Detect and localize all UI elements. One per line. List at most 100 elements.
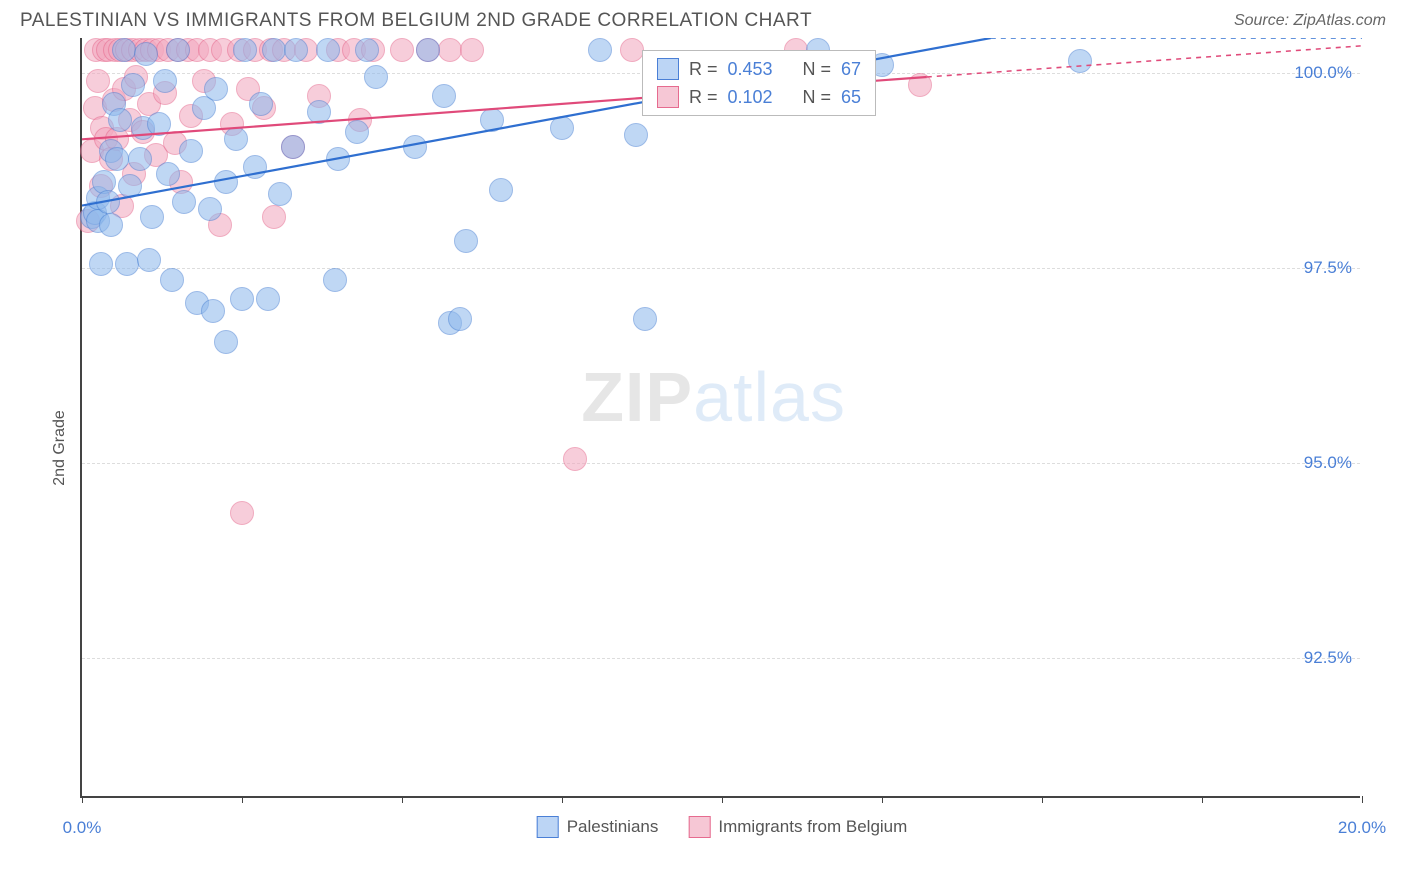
stat-n-key: N = xyxy=(798,59,832,80)
x-tick-label: 0.0% xyxy=(63,818,102,838)
source-label: Source: ZipAtlas.com xyxy=(1234,12,1386,30)
data-point xyxy=(140,205,164,229)
gridline-h xyxy=(82,268,1360,269)
gridline-h xyxy=(82,658,1360,659)
legend-label: Palestinians xyxy=(567,817,659,837)
data-point xyxy=(121,73,145,97)
data-point xyxy=(99,213,123,237)
data-point xyxy=(115,252,139,276)
data-point xyxy=(403,135,427,159)
data-point xyxy=(128,147,152,171)
data-point xyxy=(1068,49,1092,73)
legend-item: Palestinians xyxy=(537,816,659,838)
stat-row: R =0.102 N =65 xyxy=(643,83,875,111)
data-point xyxy=(249,92,273,116)
series-swatch xyxy=(657,86,679,108)
data-point xyxy=(624,123,648,147)
data-point xyxy=(364,65,388,89)
data-point xyxy=(460,38,484,62)
data-point xyxy=(480,108,504,132)
y-tick-label: 95.0% xyxy=(1304,453,1352,473)
data-point xyxy=(118,174,142,198)
data-point xyxy=(112,38,136,62)
data-point xyxy=(134,42,158,66)
data-point xyxy=(166,38,190,62)
gridline-h xyxy=(82,463,1360,464)
data-point xyxy=(156,162,180,186)
x-tick xyxy=(1042,796,1043,803)
data-point xyxy=(563,447,587,471)
x-tick xyxy=(242,796,243,803)
watermark: ZIPatlas xyxy=(581,357,846,437)
data-point xyxy=(432,84,456,108)
y-tick-label: 100.0% xyxy=(1294,63,1352,83)
data-point xyxy=(224,127,248,151)
data-point xyxy=(345,120,369,144)
data-point xyxy=(620,38,644,62)
legend-swatch xyxy=(688,816,710,838)
data-point xyxy=(243,155,267,179)
data-point xyxy=(172,190,196,214)
data-point xyxy=(454,229,478,253)
data-point xyxy=(316,38,340,62)
data-point xyxy=(326,147,350,171)
data-point xyxy=(230,501,254,525)
data-point xyxy=(281,135,305,159)
data-point xyxy=(256,287,280,311)
data-point xyxy=(179,139,203,163)
data-point xyxy=(323,268,347,292)
data-point xyxy=(284,38,308,62)
data-point xyxy=(268,182,292,206)
plot-area: 92.5%95.0%97.5%100.0%0.0%20.0%ZIPatlasR … xyxy=(80,38,1360,798)
legend-item: Immigrants from Belgium xyxy=(688,816,907,838)
x-tick xyxy=(1202,796,1203,803)
stat-n-value: 67 xyxy=(841,59,861,80)
data-point xyxy=(448,307,472,331)
x-tick xyxy=(402,796,403,803)
data-point xyxy=(588,38,612,62)
data-point xyxy=(204,77,228,101)
chart-container: 2nd Grade 92.5%95.0%97.5%100.0%0.0%20.0%… xyxy=(20,38,1386,858)
data-point xyxy=(390,38,414,62)
x-tick xyxy=(882,796,883,803)
stat-r-key: R = xyxy=(689,59,718,80)
data-point xyxy=(307,100,331,124)
data-point xyxy=(489,178,513,202)
correlation-stats-box: R =0.453 N =67R =0.102 N =65 xyxy=(642,50,876,116)
data-point xyxy=(147,112,171,136)
data-point xyxy=(214,170,238,194)
stat-row: R =0.453 N =67 xyxy=(643,55,875,83)
data-point xyxy=(355,38,379,62)
data-point xyxy=(201,299,225,323)
legend-label: Immigrants from Belgium xyxy=(718,817,907,837)
trendlines xyxy=(82,38,1362,798)
data-point xyxy=(153,69,177,93)
legend-swatch xyxy=(537,816,559,838)
x-tick xyxy=(562,796,563,803)
data-point xyxy=(214,330,238,354)
chart-title: PALESTINIAN VS IMMIGRANTS FROM BELGIUM 2… xyxy=(20,10,812,32)
y-tick-label: 92.5% xyxy=(1304,648,1352,668)
stat-n-key: N = xyxy=(798,87,832,108)
data-point xyxy=(438,38,462,62)
stat-n-value: 65 xyxy=(841,87,861,108)
data-point xyxy=(233,38,257,62)
y-axis-label: 2nd Grade xyxy=(51,410,69,486)
data-point xyxy=(198,197,222,221)
y-tick-label: 97.5% xyxy=(1304,258,1352,278)
stat-r-key: R = xyxy=(689,87,718,108)
data-point xyxy=(908,73,932,97)
data-point xyxy=(137,248,161,272)
data-point xyxy=(262,205,286,229)
data-point xyxy=(89,252,113,276)
legend: Palestinians Immigrants from Belgium xyxy=(537,816,908,838)
series-swatch xyxy=(657,58,679,80)
data-point xyxy=(262,38,286,62)
data-point xyxy=(108,108,132,132)
data-point xyxy=(105,147,129,171)
x-tick xyxy=(1362,796,1363,803)
data-point xyxy=(633,307,657,331)
x-tick xyxy=(82,796,83,803)
data-point xyxy=(230,287,254,311)
x-tick xyxy=(722,796,723,803)
